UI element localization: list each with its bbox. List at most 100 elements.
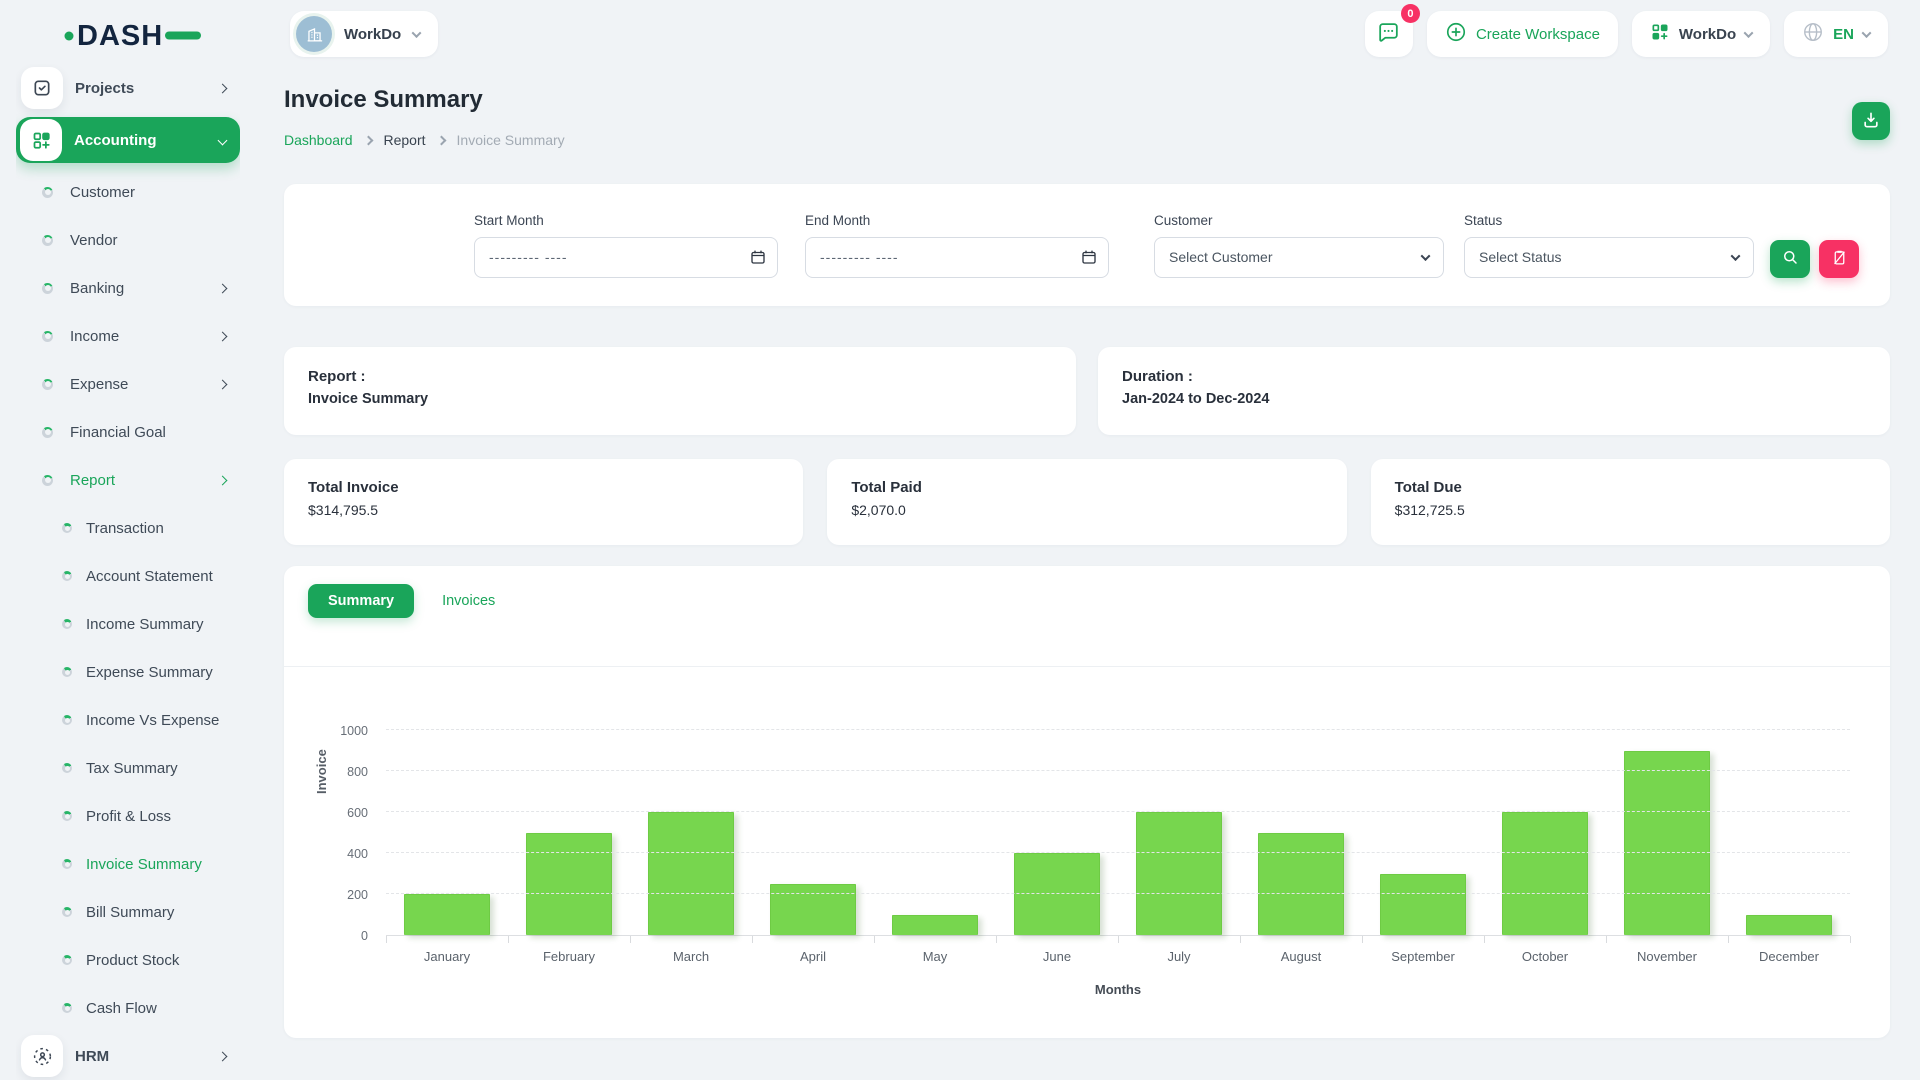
bar-slot: [874, 731, 996, 935]
end-month-input[interactable]: [805, 237, 1109, 278]
reset-button[interactable]: [1819, 240, 1859, 278]
chevron-right-icon: [218, 475, 228, 485]
globe-icon: [1802, 21, 1824, 47]
sidebar-item-bill-summary[interactable]: Bill Summary: [16, 888, 240, 936]
total-value: $312,725.5: [1395, 502, 1866, 518]
chevron-right-icon: [218, 283, 228, 293]
sidebar-item-label: Vendor: [70, 232, 240, 249]
chat-icon: [1376, 20, 1401, 49]
bar-slot: [1728, 731, 1850, 935]
sidebar-item-tax-summary[interactable]: Tax Summary: [16, 744, 240, 792]
sidebar-item-label: Accounting: [74, 132, 219, 149]
x-tick: [508, 936, 509, 943]
bar-slot: [508, 731, 630, 935]
sidebar-item-financial-goal[interactable]: Financial Goal: [16, 408, 240, 456]
sidebar-item-label: Transaction: [86, 520, 240, 537]
start-month-input[interactable]: [474, 237, 778, 278]
sidebar-item-expense-summary[interactable]: Expense Summary: [16, 648, 240, 696]
workspace-switcher[interactable]: WorkDo: [290, 11, 438, 57]
report-card-value: Invoice Summary: [308, 391, 1052, 407]
x-tick-label: April: [752, 949, 874, 964]
sidebar-item-income-vs-expense[interactable]: Income Vs Expense: [16, 696, 240, 744]
duration-card-value: Jan-2024 to Dec-2024: [1122, 391, 1866, 407]
dash-logo[interactable]: DASH: [64, 18, 204, 57]
sidebar-item-label: Income Vs Expense: [86, 712, 240, 729]
bar-slot: [1240, 731, 1362, 935]
sidebar-item-label: Bill Summary: [86, 904, 240, 921]
sidebar-item-hrm[interactable]: HRM: [16, 1032, 240, 1080]
sidebar-item-income-summary[interactable]: Income Summary: [16, 600, 240, 648]
chevron-down-icon: [218, 135, 228, 145]
bar-april: [770, 884, 855, 935]
sidebar-item-report[interactable]: Report: [16, 456, 240, 504]
chevron-down-icon: [1744, 28, 1754, 38]
sidebar-item-cash-flow[interactable]: Cash Flow: [16, 984, 240, 1032]
customer-select[interactable]: Select Customer: [1154, 237, 1444, 278]
filter-panel: Start Month End Month: [284, 184, 1890, 306]
chart-plot: [386, 731, 1850, 936]
language-label: EN: [1833, 26, 1854, 43]
bar-october: [1502, 812, 1587, 935]
apps-icon: [1650, 22, 1670, 46]
invoice-bar-chart: Invoice 02004006008001000 JanuaryFebruar…: [320, 706, 1854, 1016]
language-selector[interactable]: EN: [1784, 11, 1888, 57]
x-tick: [996, 936, 997, 943]
sidebar-item-invoice-summary[interactable]: Invoice Summary: [16, 840, 240, 888]
sidebar-item-banking[interactable]: Banking: [16, 264, 240, 312]
x-tick: [1728, 936, 1729, 943]
x-tick-label: October: [1484, 949, 1606, 964]
sidebar: ProjectsAccountingCustomerVendorBankingI…: [16, 64, 240, 1080]
sidebar-item-projects[interactable]: Projects: [16, 64, 240, 112]
x-tick-label: July: [1118, 949, 1240, 964]
gridline: [386, 729, 1850, 730]
duration-card: Duration : Jan-2024 to Dec-2024: [1098, 347, 1890, 435]
sidebar-item-product-stock[interactable]: Product Stock: [16, 936, 240, 984]
logo-text: DASH: [77, 20, 163, 52]
messages-button[interactable]: 0: [1365, 11, 1413, 57]
breadcrumb-separator-icon: [363, 135, 373, 145]
x-tick: [1118, 936, 1119, 943]
bullet-icon: [62, 811, 72, 821]
status-select[interactable]: Select Status: [1464, 237, 1754, 278]
tab-summary[interactable]: Summary: [308, 584, 414, 618]
sidebar-item-profit-loss[interactable]: Profit & Loss: [16, 792, 240, 840]
bullet-icon: [42, 283, 53, 294]
download-button[interactable]: [1852, 102, 1890, 140]
bar-slot: [386, 731, 508, 935]
x-tick-label: September: [1362, 949, 1484, 964]
sidebar-item-label: Customer: [70, 184, 240, 201]
breadcrumb-item-report[interactable]: Report: [384, 132, 426, 148]
sidebar-item-customer[interactable]: Customer: [16, 168, 240, 216]
search-button[interactable]: [1770, 240, 1810, 278]
total-label: Total Invoice: [308, 479, 779, 496]
app-menu-button[interactable]: WorkDo: [1632, 11, 1770, 57]
sidebar-item-label: Invoice Summary: [86, 856, 240, 873]
gridline: [386, 852, 1850, 853]
x-tick: [386, 936, 387, 943]
create-workspace-button[interactable]: Create Workspace: [1427, 11, 1618, 57]
checkbox-icon: [21, 67, 63, 109]
sidebar-item-vendor[interactable]: Vendor: [16, 216, 240, 264]
y-tick-label: 0: [361, 929, 368, 943]
sidebar-item-account-statement[interactable]: Account Statement: [16, 552, 240, 600]
bar-slot: [1484, 731, 1606, 935]
chevron-right-icon: [218, 379, 228, 389]
breadcrumb: DashboardReportInvoice Summary: [284, 132, 565, 148]
totals-row: Total Invoice$314,795.5Total Paid$2,070.…: [284, 459, 1890, 545]
start-month-label: Start Month: [474, 213, 778, 228]
bar-august: [1258, 833, 1343, 936]
sidebar-item-accounting[interactable]: Accounting: [16, 117, 240, 163]
bullet-icon: [42, 331, 53, 342]
x-axis-ticks: [386, 936, 1850, 943]
tab-invoices[interactable]: Invoices: [422, 584, 515, 618]
chart-bars: [386, 731, 1850, 935]
chart-card: SummaryInvoices Invoice 0200400600800100…: [284, 566, 1890, 1038]
breadcrumb-item-dashboard[interactable]: Dashboard: [284, 132, 353, 148]
sidebar-item-transaction[interactable]: Transaction: [16, 504, 240, 552]
x-tick: [1850, 936, 1851, 943]
y-tick-label: 400: [347, 847, 368, 861]
create-workspace-label: Create Workspace: [1476, 26, 1600, 43]
chevron-right-icon: [218, 331, 228, 341]
sidebar-item-income[interactable]: Income: [16, 312, 240, 360]
sidebar-item-expense[interactable]: Expense: [16, 360, 240, 408]
